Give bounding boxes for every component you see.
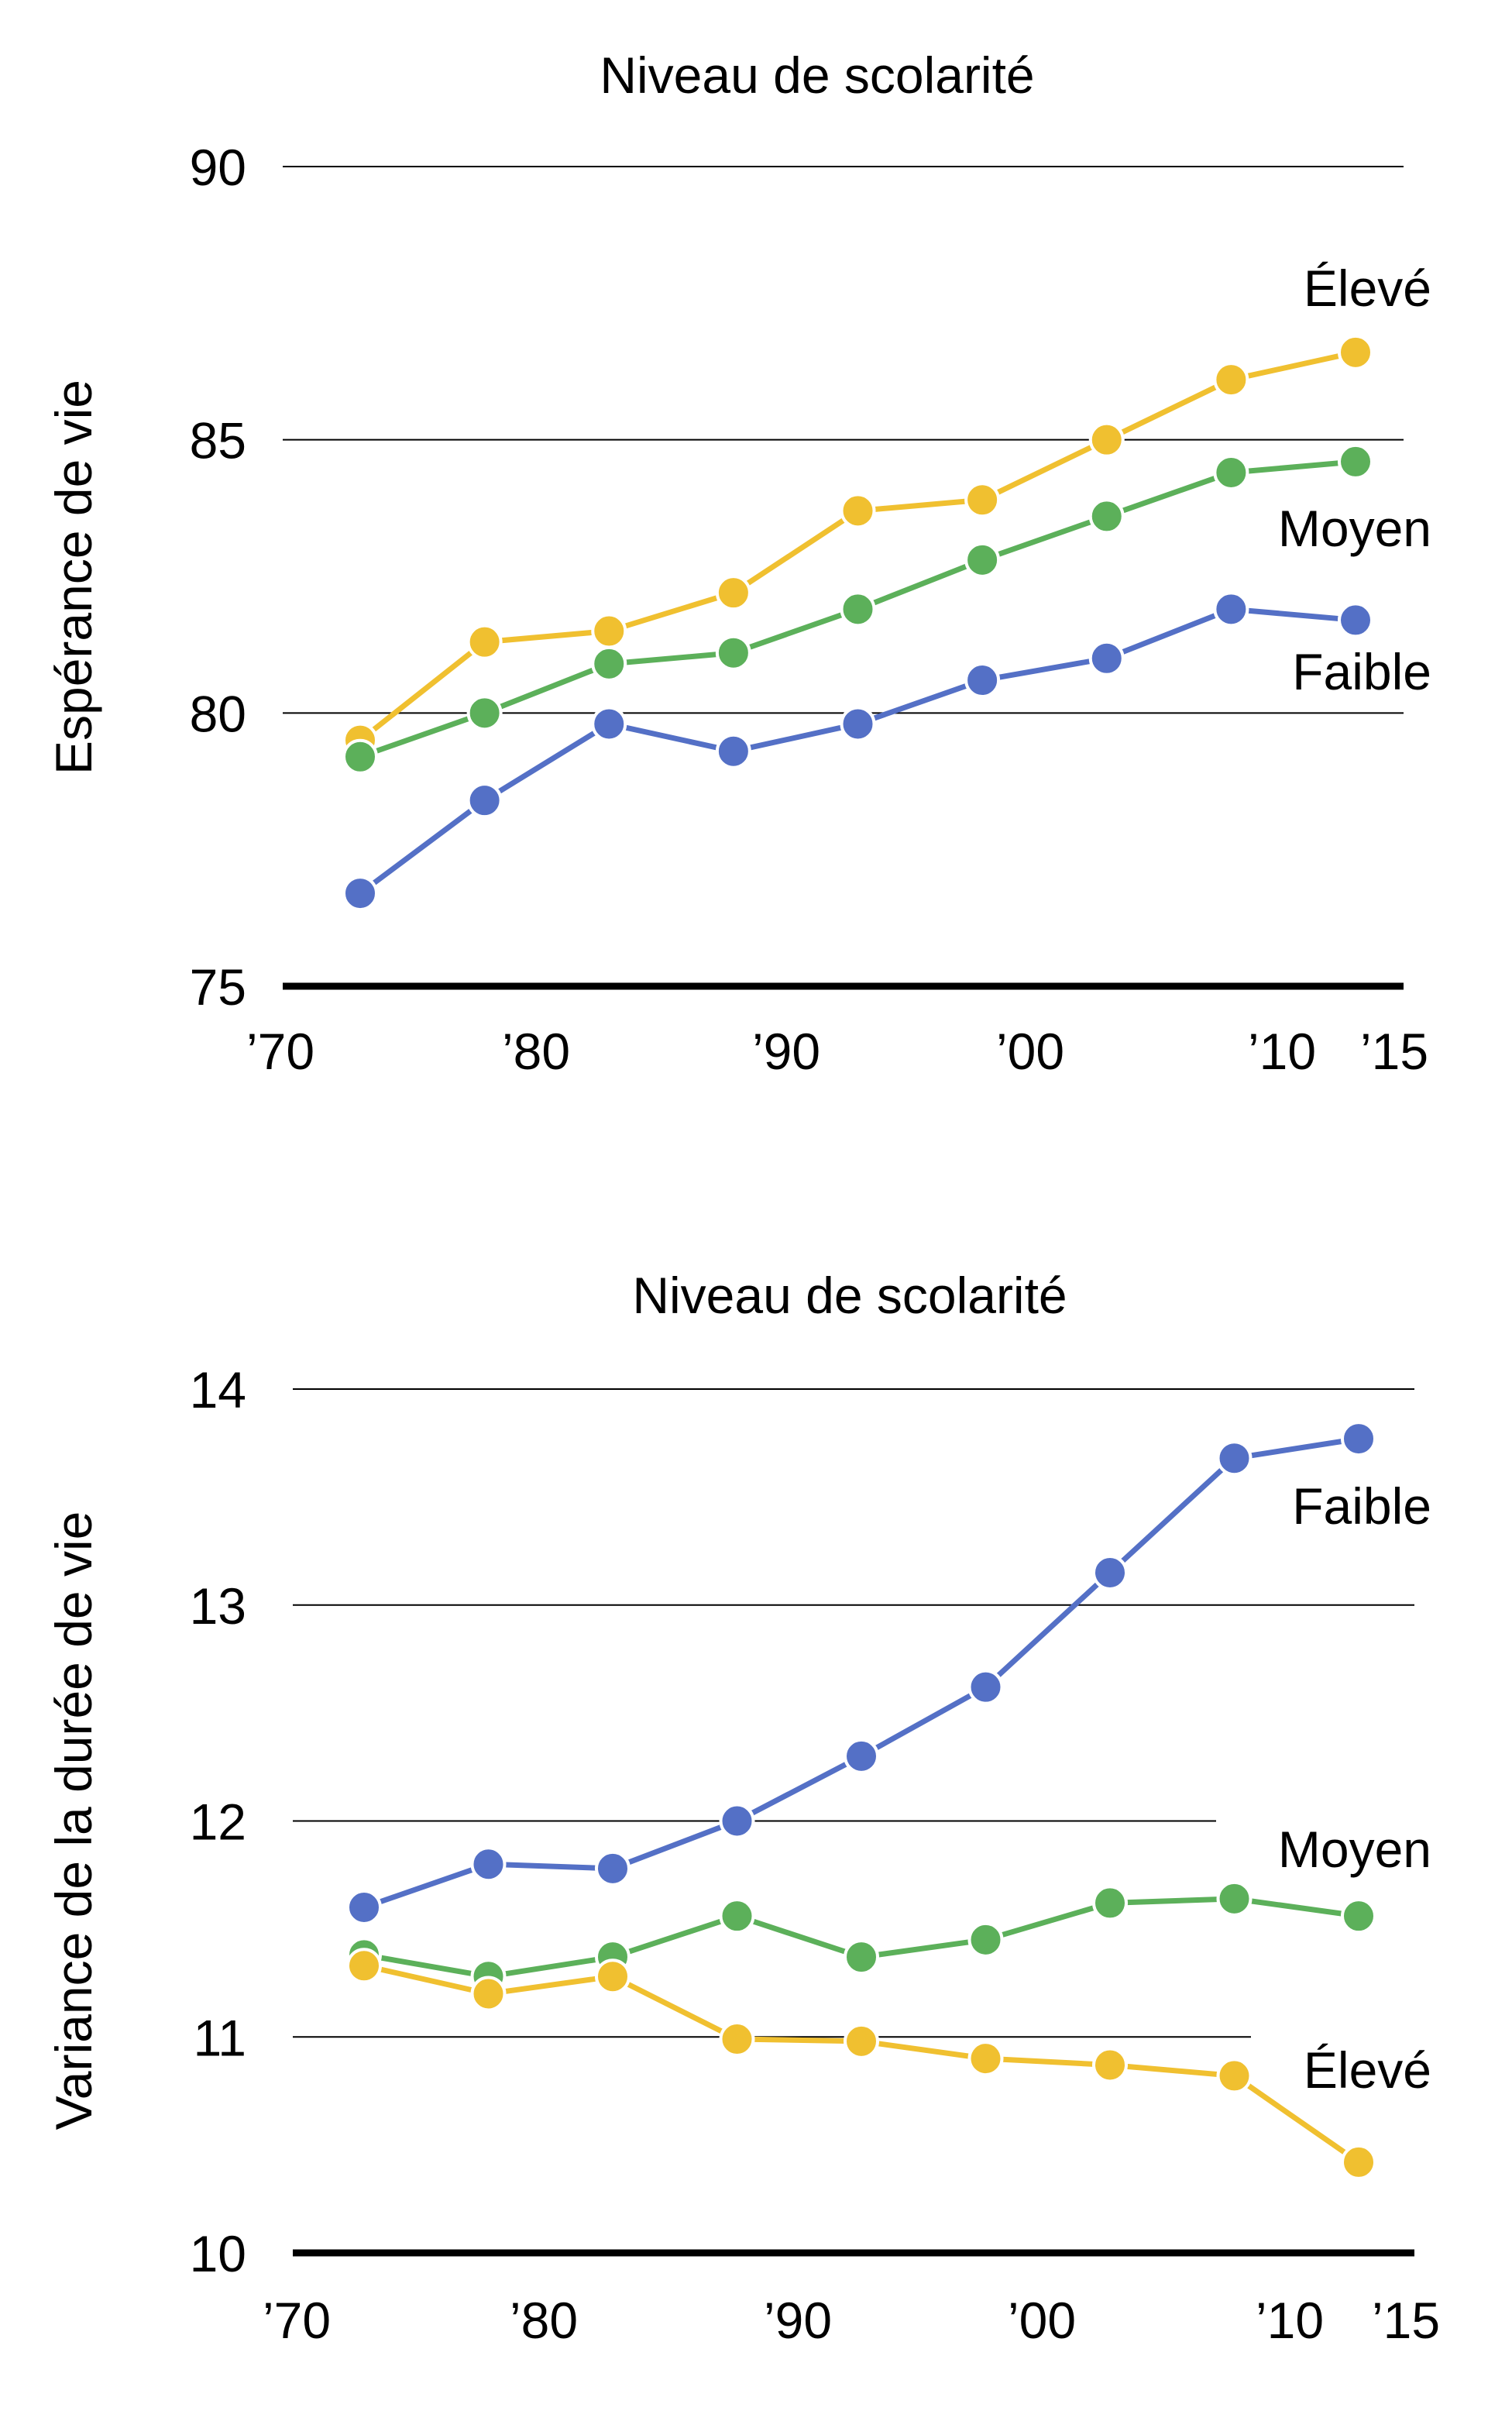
x-tick-label: ’70 (263, 2292, 331, 2349)
series-label-moyen: Moyen (1278, 500, 1431, 557)
data-point-eleve (466, 624, 503, 660)
data-point-faible (346, 1890, 382, 1925)
data-point-faible (840, 706, 876, 742)
data-point-faible (595, 1850, 631, 1886)
y-tick-label: 90 (190, 139, 246, 196)
series-label-faible: Faible (1292, 643, 1431, 700)
data-point-eleve (715, 575, 751, 611)
data-point-moyen (1213, 454, 1249, 490)
data-point-faible (591, 706, 627, 742)
data-point-faible (342, 875, 378, 912)
data-point-eleve (591, 613, 627, 649)
data-point-moyen (342, 738, 378, 775)
data-point-eleve (967, 2041, 1004, 2077)
data-point-faible (844, 1738, 879, 1774)
data-point-eleve (1341, 2144, 1376, 2180)
x-tick-label: ’90 (752, 1023, 820, 1080)
y-tick-label: 13 (190, 1577, 246, 1635)
data-point-moyen (1341, 1898, 1376, 1934)
x-tick-label: ’15 (1372, 2292, 1440, 2349)
data-point-moyen (840, 591, 876, 628)
series-line-eleve (363, 1962, 1360, 2165)
data-point-faible (1341, 1421, 1376, 1457)
x-tick-label: ’10 (1248, 1023, 1316, 1080)
x-tick-label: ’10 (1256, 2292, 1324, 2349)
x-tick-label: ’80 (510, 2292, 578, 2349)
series-line-eleve (358, 349, 1356, 743)
chart-title: Niveau de scolarité (632, 1267, 1067, 1324)
data-point-moyen (466, 695, 503, 731)
data-point-faible (466, 782, 503, 819)
data-point-eleve (719, 2021, 755, 2058)
x-tick-label: ’70 (246, 1023, 314, 1080)
series-label-eleve: Élevé (1304, 2041, 1431, 2099)
data-point-eleve (1216, 2058, 1253, 2094)
data-point-eleve (1088, 421, 1125, 458)
series-label-moyen: Moyen (1278, 1821, 1431, 1878)
y-tick-label: 80 (190, 685, 246, 742)
x-tick-label: ’15 (1360, 1023, 1428, 1080)
x-tick-label: ’00 (996, 1023, 1064, 1080)
data-point-faible (715, 733, 751, 769)
y-axis-label: Variance de la durée de vie (45, 1511, 102, 2130)
data-point-faible (1338, 602, 1373, 638)
y-tick-label: 12 (190, 1793, 246, 1851)
x-tick-label: ’90 (764, 2292, 832, 2349)
data-point-eleve (346, 1948, 382, 1984)
data-point-faible (1088, 640, 1125, 676)
data-point-moyen (1216, 1880, 1253, 1917)
x-tick-label: ’00 (1008, 2292, 1076, 2349)
data-point-eleve (844, 2023, 879, 2059)
y-tick-label: 11 (193, 2009, 246, 2066)
series-label-faible: Faible (1292, 1477, 1431, 1535)
y-axis-label: Espérance de vie (45, 380, 102, 775)
data-point-faible (1216, 1440, 1253, 1477)
x-tick-label: ’80 (502, 1023, 570, 1080)
data-point-faible (1213, 591, 1249, 628)
data-point-eleve (470, 1976, 507, 2012)
lifespan-variance-chart: Niveau de scolarité Variance de la durée … (45, 1267, 1440, 2349)
y-tick-label: 14 (190, 1361, 246, 1419)
data-point-moyen (591, 645, 627, 682)
series-line-faible (358, 606, 1356, 896)
data-point-moyen (1088, 498, 1125, 535)
data-point-faible (719, 1803, 755, 1839)
chart-title: Niveau de scolarité (600, 46, 1034, 104)
data-point-eleve (964, 482, 1001, 518)
data-point-moyen (844, 1939, 879, 1976)
data-point-moyen (967, 1921, 1004, 1958)
y-tick-label: 75 (190, 958, 246, 1016)
data-point-eleve (1092, 2047, 1128, 2083)
data-point-faible (967, 1669, 1004, 1705)
data-point-eleve (1213, 362, 1249, 398)
life-expectancy-chart: Niveau de scolarité Espérance de vie 75 80 8… (45, 46, 1431, 1080)
data-point-eleve (840, 493, 876, 529)
data-point-moyen (1338, 443, 1373, 480)
series-line-faible (363, 1436, 1359, 1910)
data-point-moyen (715, 634, 751, 671)
data-point-faible (1092, 1554, 1128, 1591)
data-point-moyen (964, 542, 1001, 578)
data-point-moyen (719, 1898, 755, 1934)
y-tick-label: 10 (190, 2225, 246, 2282)
data-point-faible (964, 662, 1001, 699)
data-point-eleve (1338, 334, 1373, 370)
data-point-moyen (1092, 1885, 1128, 1921)
data-point-faible (470, 1846, 507, 1883)
series-label-eleve: Élevé (1304, 260, 1431, 317)
data-point-eleve (595, 1958, 631, 1995)
y-tick-label: 85 (190, 412, 246, 469)
